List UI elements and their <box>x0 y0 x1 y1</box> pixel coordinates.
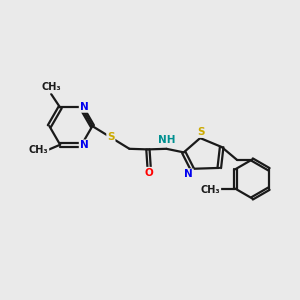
Text: N: N <box>184 169 193 179</box>
Text: O: O <box>145 168 154 178</box>
Text: CH₃: CH₃ <box>201 185 220 195</box>
Text: N: N <box>80 102 88 112</box>
Text: S: S <box>107 133 115 142</box>
Text: CH₃: CH₃ <box>29 145 48 155</box>
Text: N: N <box>80 140 88 150</box>
Text: CH₃: CH₃ <box>41 82 61 92</box>
Text: NH: NH <box>158 135 176 146</box>
Text: S: S <box>197 127 205 137</box>
